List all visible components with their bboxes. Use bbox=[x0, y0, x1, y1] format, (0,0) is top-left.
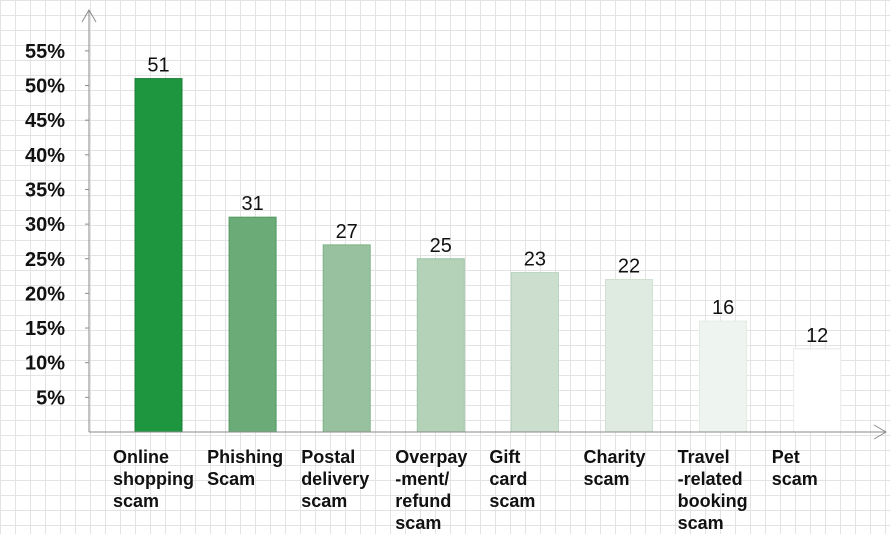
bar bbox=[510, 272, 559, 433]
category-label-line: Postal bbox=[301, 447, 355, 467]
category-label-line: scam bbox=[301, 491, 347, 511]
data-label: 16 bbox=[712, 297, 734, 319]
data-label: 25 bbox=[430, 235, 452, 257]
category-label: Travel -related booking scam bbox=[678, 447, 748, 533]
category-label: Postal delivery scam bbox=[301, 447, 369, 511]
data-label: 27 bbox=[336, 221, 358, 243]
data-label: 12 bbox=[806, 325, 828, 347]
category-label-line: scam bbox=[489, 491, 535, 511]
y-tick-label: 5% bbox=[36, 387, 65, 409]
category-label-line: Gift bbox=[489, 447, 520, 467]
category-label: Pet scam bbox=[772, 447, 818, 489]
y-tick-label: 15% bbox=[25, 318, 65, 340]
category-label-line: delivery bbox=[301, 469, 369, 489]
bar bbox=[322, 244, 371, 433]
bar bbox=[699, 320, 748, 433]
bar bbox=[416, 258, 465, 433]
category-label: Overpay -ment/refund scam bbox=[395, 447, 467, 533]
data-label: 51 bbox=[147, 55, 169, 77]
category-label-line: Online bbox=[113, 447, 169, 467]
category-label-line: Travel bbox=[678, 447, 730, 467]
category-label-line: refund bbox=[395, 491, 451, 511]
category-label: Phishing Scam bbox=[207, 447, 283, 489]
y-tick-label: 35% bbox=[25, 179, 65, 201]
category-label-line: Scam bbox=[207, 469, 255, 489]
category-label-line: Phishing bbox=[207, 447, 283, 467]
data-label: 31 bbox=[241, 193, 263, 215]
y-tick-label: 20% bbox=[25, 283, 65, 305]
y-tick-labels: 5% 10% 15% 20% 25% 30% 35% 40% 45% 50% 55% bbox=[25, 41, 65, 410]
y-tick-label: 40% bbox=[25, 145, 65, 167]
y-tick-label: 30% bbox=[25, 214, 65, 236]
category-label: Online shopping scam bbox=[113, 447, 194, 511]
category-label-line: Pet bbox=[772, 447, 800, 467]
axes bbox=[81, 9, 887, 440]
category-label-line: scam bbox=[772, 469, 818, 489]
bar bbox=[605, 279, 653, 433]
data-label: 22 bbox=[618, 256, 640, 278]
y-axis-arrow-icon bbox=[81, 9, 97, 23]
bar bbox=[793, 348, 842, 433]
category-label-line: booking bbox=[678, 491, 748, 511]
category-label-line: scam bbox=[395, 513, 441, 533]
category-label-line: -related bbox=[678, 469, 743, 489]
category-label-line: scam bbox=[113, 491, 159, 511]
category-label-line: Charity bbox=[584, 447, 646, 467]
category-label-line: card bbox=[489, 469, 527, 489]
y-tick-label: 55% bbox=[25, 41, 65, 63]
category-label-line: scam bbox=[584, 469, 630, 489]
y-tick-label: 25% bbox=[25, 249, 65, 271]
y-tick-label: 45% bbox=[25, 110, 65, 132]
bars bbox=[134, 78, 842, 433]
bar bbox=[134, 78, 183, 433]
bar bbox=[228, 216, 277, 433]
category-label-line: scam bbox=[678, 513, 724, 533]
data-labels: 51 31 27 25 23 22 16 12 bbox=[147, 55, 828, 347]
y-tick-label: 50% bbox=[25, 76, 65, 98]
category-label: Charity scam bbox=[584, 447, 646, 489]
category-label-line: -ment/ bbox=[395, 469, 449, 489]
category-label: Gift card scam bbox=[489, 447, 535, 511]
x-axis-arrow-icon bbox=[873, 424, 887, 440]
category-label-line: shopping bbox=[113, 469, 194, 489]
y-tick-label: 10% bbox=[25, 353, 65, 375]
category-label-line: Overpay bbox=[395, 447, 467, 467]
data-label: 23 bbox=[524, 249, 546, 271]
